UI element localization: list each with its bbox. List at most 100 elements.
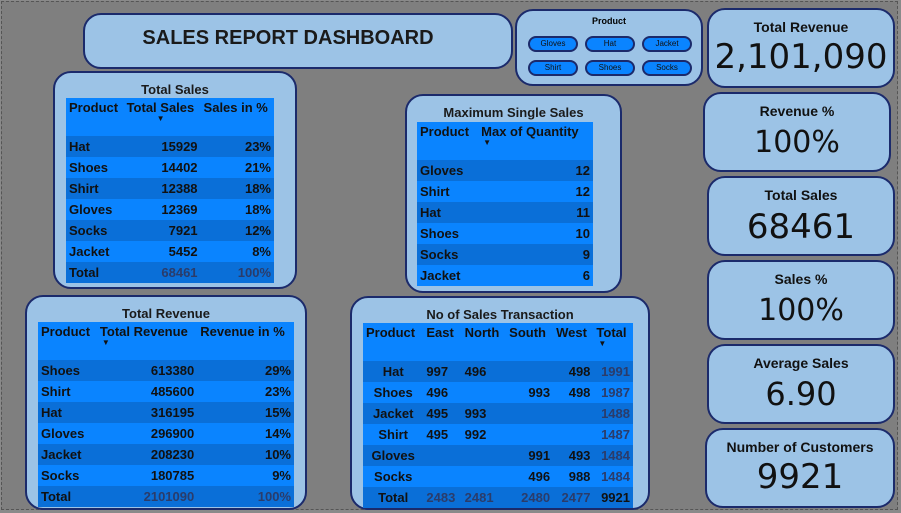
table-row: Shirt 485600 23% bbox=[38, 381, 294, 402]
slicer-option-shoes[interactable]: Shoes bbox=[585, 60, 635, 76]
transactions-panel: No of Sales Transaction Product East Nor… bbox=[350, 296, 650, 510]
table-row: Jacket 208230 10% bbox=[38, 444, 294, 465]
column-header-product[interactable]: Product bbox=[363, 323, 424, 361]
cell: 495 bbox=[423, 403, 462, 424]
cell: Gloves bbox=[363, 445, 424, 466]
table-row: Shirt 12 bbox=[417, 181, 593, 202]
sort-desc-icon: ▼ bbox=[101, 338, 110, 347]
cell bbox=[461, 466, 507, 487]
column-header-label: Max of Quantity bbox=[481, 124, 579, 139]
cell: 8% bbox=[200, 241, 274, 262]
slicer-option-gloves[interactable]: Gloves bbox=[528, 36, 578, 52]
kpi-value: 9921 bbox=[756, 457, 844, 497]
table-row: Hat 11 bbox=[417, 202, 593, 223]
cell: 14402 bbox=[123, 157, 201, 178]
cell: 1987 bbox=[593, 382, 633, 403]
cell: 498 bbox=[553, 382, 594, 403]
table-row: Gloves 12 bbox=[417, 160, 593, 181]
column-header-north[interactable]: North bbox=[461, 323, 507, 361]
table-row: Hat 997 496 498 1991 bbox=[363, 361, 633, 382]
cell: 496 bbox=[506, 466, 554, 487]
slicer-option-hat[interactable]: Hat bbox=[585, 36, 635, 52]
table-row: Socks 9 bbox=[417, 244, 593, 265]
cell: 7921 bbox=[123, 220, 201, 241]
table-row: Socks 180785 9% bbox=[38, 465, 294, 486]
column-header-revenue-pct[interactable]: Revenue in % bbox=[197, 322, 294, 360]
column-header-south[interactable]: South bbox=[506, 323, 554, 361]
cell: 9921 bbox=[593, 487, 633, 508]
table-row: Hat 316195 15% bbox=[38, 402, 294, 423]
kpi-label: Average Sales bbox=[753, 355, 849, 371]
kpi-total-sales: Total Sales 68461 bbox=[707, 176, 895, 256]
cell: 21% bbox=[200, 157, 274, 178]
table-title: Total Revenue bbox=[122, 306, 210, 321]
cell: 9% bbox=[197, 465, 294, 486]
cell: 1488 bbox=[593, 403, 633, 424]
column-header-label: Total Sales bbox=[126, 100, 195, 115]
cell: 23% bbox=[200, 136, 274, 157]
cell: 180785 bbox=[96, 465, 198, 486]
table-row: Gloves 991 493 1484 bbox=[363, 445, 633, 466]
cell: Jacket bbox=[66, 241, 124, 262]
column-header-product[interactable]: Product bbox=[66, 98, 124, 136]
cell: Total bbox=[38, 486, 97, 507]
slicer-option-jacket[interactable]: Jacket bbox=[642, 36, 692, 52]
table-row: Shirt 12388 18% bbox=[66, 178, 274, 199]
column-header-total[interactable]: Total ▼ bbox=[593, 323, 633, 361]
kpi-average-sales: Average Sales 6.90 bbox=[707, 344, 895, 424]
cell: Gloves bbox=[417, 160, 479, 181]
transactions-table: Product East North South West Total ▼ Hat… bbox=[363, 323, 633, 508]
kpi-label: Total Revenue bbox=[753, 19, 849, 35]
cell: 12388 bbox=[123, 178, 201, 199]
kpi-value: 6.90 bbox=[765, 375, 837, 413]
cell: 1484 bbox=[593, 466, 633, 487]
page-title: SALES REPORT DASHBOARD bbox=[142, 27, 434, 49]
column-header-product[interactable]: Product bbox=[38, 322, 97, 360]
column-header-east[interactable]: East bbox=[423, 323, 462, 361]
column-header-max-quantity[interactable]: Max of Quantity ▼ bbox=[478, 122, 593, 160]
cell: 495 bbox=[423, 424, 462, 445]
cell bbox=[506, 361, 554, 382]
cell: 1484 bbox=[593, 445, 633, 466]
cell bbox=[423, 445, 462, 466]
cell: 2481 bbox=[461, 487, 507, 508]
column-header-west[interactable]: West bbox=[553, 323, 594, 361]
slicer-option-shirt[interactable]: Shirt bbox=[528, 60, 578, 76]
sort-desc-icon: ▼ bbox=[483, 138, 492, 147]
column-header-total-sales[interactable]: Total Sales ▼ bbox=[123, 98, 201, 136]
table-header-row: Product East North South West Total ▼ bbox=[363, 323, 633, 361]
column-header-product[interactable]: Product bbox=[417, 122, 479, 160]
kpi-value: 68461 bbox=[746, 207, 856, 247]
cell: 997 bbox=[423, 361, 462, 382]
cell: Shirt bbox=[66, 178, 124, 199]
cell: 992 bbox=[461, 424, 507, 445]
max-sales-panel: Maximum Single Sales Product Max of Quan… bbox=[405, 94, 622, 293]
table-total-row: Total 2101090 100% bbox=[38, 486, 294, 507]
product-slicer: Product Gloves Hat Jacket Shirt Shoes So… bbox=[515, 9, 703, 86]
cell: Hat bbox=[363, 361, 424, 382]
slicer-option-socks[interactable]: Socks bbox=[642, 60, 692, 76]
table-header-row: Product Max of Quantity ▼ bbox=[417, 122, 593, 160]
column-header-total-revenue[interactable]: Total Revenue ▼ bbox=[96, 322, 198, 360]
cell: Shirt bbox=[417, 181, 479, 202]
table-row: Jacket 6 bbox=[417, 265, 593, 286]
table-title: No of Sales Transaction bbox=[426, 307, 574, 322]
cell: Hat bbox=[38, 402, 97, 423]
kpi-revenue-pct: Revenue % 100% bbox=[703, 92, 891, 172]
total-revenue-panel: Total Revenue Product Total Revenue ▼ Rev… bbox=[25, 295, 307, 510]
cell: 9 bbox=[478, 244, 593, 265]
kpi-customers: Number of Customers 9921 bbox=[705, 428, 895, 508]
cell bbox=[423, 466, 462, 487]
cell: 485600 bbox=[96, 381, 198, 402]
cell: Shirt bbox=[38, 381, 97, 402]
title-banner: SALES REPORT DASHBOARD bbox=[83, 13, 513, 69]
table-row: Shoes 496 993 498 1987 bbox=[363, 382, 633, 403]
cell: 493 bbox=[553, 445, 594, 466]
cell: Gloves bbox=[38, 423, 97, 444]
cell: 12% bbox=[200, 220, 274, 241]
cell: 100% bbox=[200, 262, 274, 283]
cell: 1487 bbox=[593, 424, 633, 445]
column-header-sales-pct[interactable]: Sales in % bbox=[200, 98, 274, 136]
table-row: Gloves 296900 14% bbox=[38, 423, 294, 444]
cell: 993 bbox=[461, 403, 507, 424]
